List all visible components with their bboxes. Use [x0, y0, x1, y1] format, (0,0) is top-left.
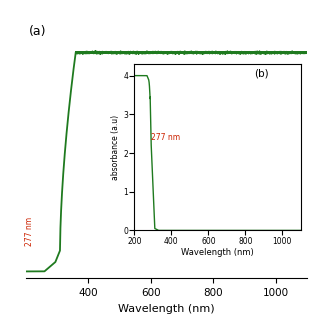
- Text: 277 nm: 277 nm: [151, 133, 180, 142]
- X-axis label: Wavelength (nm): Wavelength (nm): [118, 304, 215, 314]
- Text: (b): (b): [254, 69, 269, 79]
- Y-axis label: absorbance (a.u): absorbance (a.u): [111, 115, 121, 180]
- X-axis label: Wavelength (nm): Wavelength (nm): [181, 248, 254, 257]
- Text: (a): (a): [28, 25, 46, 38]
- Text: 277 nm: 277 nm: [25, 217, 34, 246]
